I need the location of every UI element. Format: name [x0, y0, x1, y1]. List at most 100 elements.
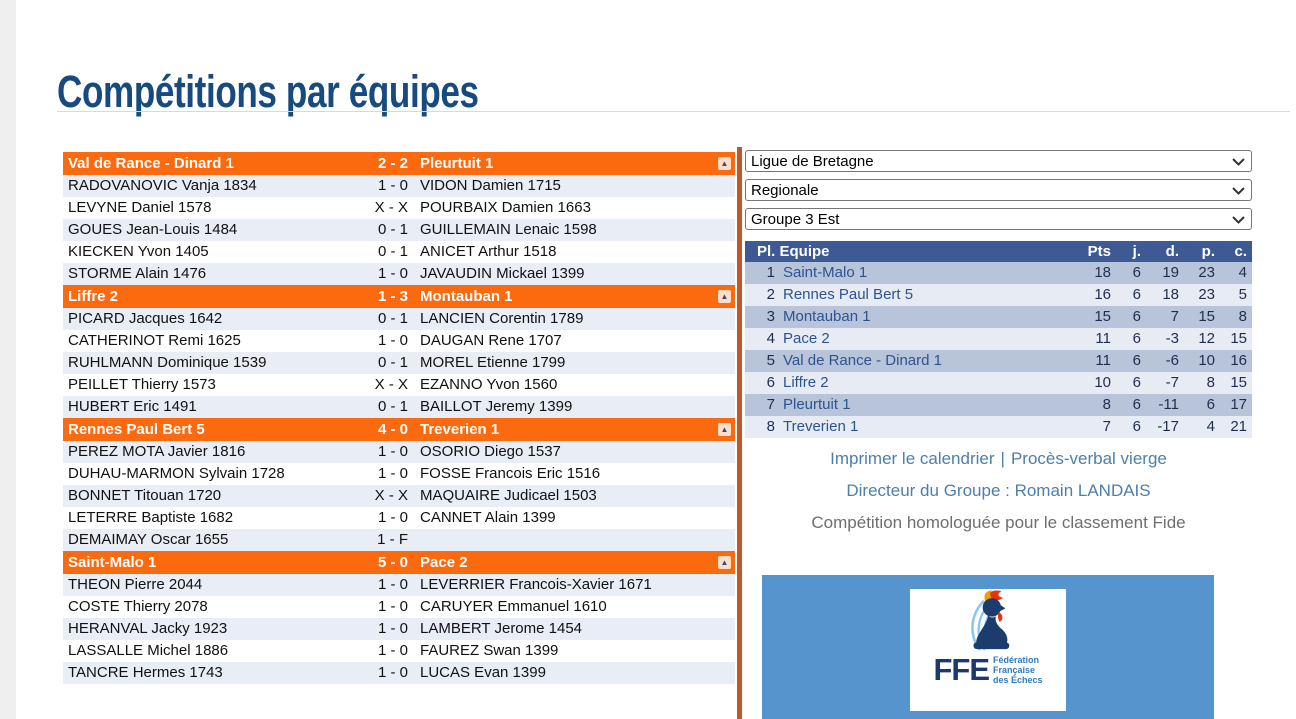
team-against: 4 — [1238, 264, 1247, 281]
board-row: GOUES Jean-Louis 1484 0 - 1 GUILLEMAIN L… — [63, 219, 735, 241]
footer-links: Imprimer le calendrier | Procès-verbal vie… — [745, 443, 1252, 539]
header-c: c. — [1234, 243, 1247, 260]
standings-body: 1 Saint-Malo 1 18 6 19 23 4 2 Rennes Paul Bert 5… — [745, 262, 1252, 438]
home-player: STORME Alain 1476 — [68, 265, 207, 282]
away-player: CARUYER Emmanuel 1610 — [420, 598, 607, 615]
standings-row: 4 Pace 2 11 6 -3 12 15 — [745, 328, 1252, 350]
team-diff: 19 — [1162, 264, 1179, 281]
standings-row: 2 Rennes Paul Bert 5 16 6 18 23 5 — [745, 284, 1252, 306]
header-j: j. — [1132, 243, 1141, 260]
board-result: 1 - 0 — [377, 332, 408, 349]
team-diff: 7 — [1170, 308, 1179, 325]
page-title: Compétitions par équipes — [57, 66, 479, 118]
collapse-arrow-button[interactable]: ▲ — [718, 423, 731, 436]
team-points: 18 — [1094, 264, 1111, 281]
team-link[interactable]: Val de Rance - Dinard 1 — [783, 352, 942, 369]
team-link[interactable]: Saint-Malo 1 — [783, 264, 868, 281]
board-result: 0 - 1 — [377, 243, 408, 260]
team-diff: -6 — [1165, 352, 1179, 369]
team-points: 10 — [1094, 374, 1111, 391]
away-player: FOSSE Francois Eric 1516 — [420, 465, 601, 482]
team-link[interactable]: Liffre 2 — [783, 374, 829, 391]
league-select[interactable]: Ligue de Bretagne — [745, 150, 1252, 172]
blank-report-link[interactable]: Procès-verbal vierge — [1010, 449, 1167, 468]
team-link[interactable]: Rennes Paul Bert 5 — [783, 286, 914, 303]
team-for: 4 — [1206, 418, 1215, 435]
match-score: 5 - 0 — [377, 553, 408, 571]
triangle-up-icon: ▲ — [720, 158, 729, 168]
print-calendar-link[interactable]: Imprimer le calendrier — [830, 449, 995, 468]
header-d: d. — [1165, 243, 1179, 260]
board-result: 1 - 0 — [377, 509, 408, 526]
fide-note: Compétition homologuée pour le classemen… — [811, 513, 1186, 532]
home-team-name: Liffre 2 — [68, 287, 119, 305]
away-player: DAUGAN Rene 1707 — [420, 332, 562, 349]
board-list: THEON Pierre 2044 1 - 0 LEVERRIER Franco… — [63, 574, 735, 684]
board-row: CATHERINOT Remi 1625 1 - 0 DAUGAN Rene 1… — [63, 330, 735, 352]
ffe-banner-link[interactable]: FFE Fédération Française des Échecs — [762, 575, 1214, 719]
home-player: KIECKEN Yvon 1405 — [68, 243, 209, 260]
away-player: LUCAS Evan 1399 — [420, 664, 546, 681]
board-row: COSTE Thierry 2078 1 - 0 CARUYER Emmanue… — [63, 596, 735, 618]
collapse-arrow-button[interactable]: ▲ — [718, 556, 731, 569]
match-block: Liffre 2 1 - 3 Montauban 1 ▲ PICARD Jacq… — [63, 285, 735, 418]
board-row: LEVYNE Daniel 1578 X - X POURBAIX Damien… — [63, 197, 735, 219]
match-score: 2 - 2 — [377, 154, 408, 172]
board-result: 1 - 0 — [377, 664, 408, 681]
away-player: GUILLEMAIN Lenaic 1598 — [420, 221, 597, 238]
team-points: 16 — [1094, 286, 1111, 303]
group-select[interactable]: Groupe 3 Est — [745, 208, 1252, 230]
team-rank: 6 — [766, 374, 775, 391]
board-row: PEREZ MOTA Javier 1816 1 - 0 OSORIO Dieg… — [63, 441, 735, 463]
board-result: X - X — [374, 487, 408, 504]
team-played: 6 — [1132, 264, 1141, 281]
away-player: LANCIEN Corentin 1789 — [420, 310, 584, 327]
match-header: Val de Rance - Dinard 1 2 - 2 Pleurtuit … — [63, 152, 735, 175]
header-place-team: Pl. Equipe — [757, 243, 830, 260]
collapse-arrow-button[interactable]: ▲ — [718, 157, 731, 170]
team-diff: 18 — [1162, 286, 1179, 303]
group-director-link[interactable]: Directeur du Groupe : Romain LANDAIS — [846, 481, 1151, 500]
board-result: 1 - 0 — [377, 620, 408, 637]
team-played: 6 — [1132, 352, 1141, 369]
away-team-name: Pleurtuit 1 — [420, 154, 494, 172]
board-row: HUBERT Eric 1491 0 - 1 BAILLOT Jeremy 13… — [63, 396, 735, 418]
team-rank: 7 — [766, 396, 775, 413]
standings-header-row: Pl. Equipe Pts j. d. p. c. — [745, 241, 1252, 262]
board-result: 1 - 0 — [377, 598, 408, 615]
header-pts: Pts — [1087, 243, 1111, 260]
team-against: 8 — [1238, 308, 1247, 325]
home-team-name: Saint-Malo 1 — [68, 553, 157, 571]
team-link[interactable]: Montauban 1 — [783, 308, 871, 325]
triangle-up-icon: ▲ — [720, 424, 729, 434]
team-against: 21 — [1230, 418, 1247, 435]
team-rank: 2 — [766, 286, 775, 303]
home-player: CATHERINOT Remi 1625 — [68, 332, 241, 349]
ffe-logo-box: FFE Fédération Française des Échecs — [910, 589, 1066, 711]
team-link[interactable]: Pace 2 — [783, 330, 830, 347]
team-for: 6 — [1206, 396, 1215, 413]
team-link[interactable]: Treverien 1 — [783, 418, 859, 435]
team-rank: 3 — [766, 308, 775, 325]
team-rank: 4 — [766, 330, 775, 347]
team-for: 10 — [1198, 352, 1215, 369]
team-against: 16 — [1230, 352, 1247, 369]
panel-divider — [737, 147, 742, 719]
away-player: CANNET Alain 1399 — [420, 509, 556, 526]
team-played: 6 — [1132, 396, 1141, 413]
match-results-panel: Val de Rance - Dinard 1 2 - 2 Pleurtuit … — [63, 152, 735, 684]
board-row: HERANVAL Jacky 1923 1 - 0 LAMBERT Jerome… — [63, 618, 735, 640]
team-against: 15 — [1230, 330, 1247, 347]
home-player: LASSALLE Michel 1886 — [68, 642, 229, 659]
match-header: Rennes Paul Bert 5 4 - 0 Treverien 1 ▲ — [63, 418, 735, 441]
home-player: DUHAU-MARMON Sylvain 1728 — [68, 465, 285, 482]
away-player: VIDON Damien 1715 — [420, 177, 561, 194]
team-points: 15 — [1094, 308, 1111, 325]
board-row: STORME Alain 1476 1 - 0 JAVAUDIN Mickael… — [63, 263, 735, 285]
board-row: LETERRE Baptiste 1682 1 - 0 CANNET Alain… — [63, 507, 735, 529]
team-link[interactable]: Pleurtuit 1 — [783, 396, 851, 413]
team-played: 6 — [1132, 374, 1141, 391]
ffe-wordmark: FFE Fédération Française des Échecs — [933, 654, 1042, 685]
division-select[interactable]: Regionale — [745, 179, 1252, 201]
collapse-arrow-button[interactable]: ▲ — [718, 290, 731, 303]
